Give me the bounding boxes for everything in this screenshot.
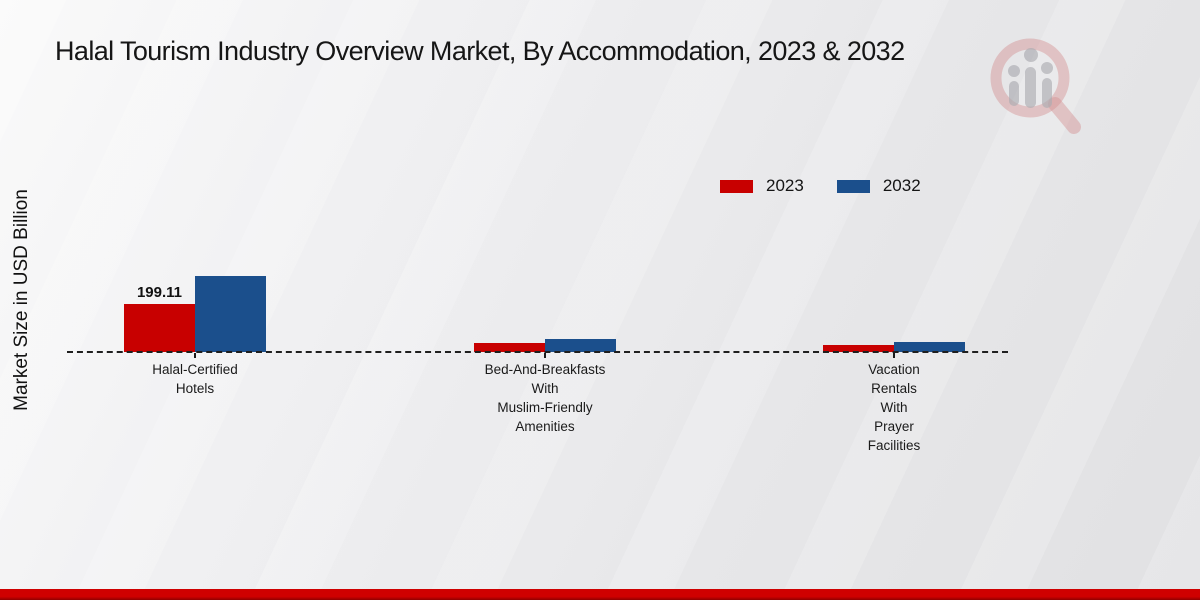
bar-2023-category-1 bbox=[474, 343, 545, 352]
legend: 2023 2032 bbox=[720, 176, 921, 196]
x-axis-tick-2 bbox=[893, 353, 895, 358]
bar-2032-category-1 bbox=[545, 339, 616, 352]
bottom-accent-bar bbox=[0, 589, 1200, 600]
bar-2023-category-0 bbox=[124, 304, 195, 352]
x-axis-category-label-2: Vacation Rentals With Prayer Facilities bbox=[867, 362, 921, 453]
x-axis-tick-0 bbox=[194, 353, 196, 358]
x-axis-category-label-0: Halal-Certified Hotels bbox=[152, 362, 238, 396]
bar-value-label: 199.11 bbox=[136, 284, 183, 301]
x-axis-baseline bbox=[67, 351, 1008, 353]
x-axis-category-label-1: Bed-And-Breakfasts With Muslim-Friendly … bbox=[484, 362, 606, 434]
legend-item-2032: 2032 bbox=[836, 176, 921, 196]
magnifier-bar-chart-logo-icon bbox=[990, 38, 1081, 134]
legend-label-2023: 2023 bbox=[766, 176, 804, 195]
legend-swatch-2032 bbox=[836, 179, 870, 193]
legend-swatch-2023 bbox=[720, 179, 753, 193]
x-axis-tick-1 bbox=[544, 353, 546, 358]
y-axis-label: Market Size in USD Billion bbox=[11, 189, 32, 411]
bar-2023-category-2 bbox=[823, 345, 894, 352]
legend-item-2023: 2023 bbox=[720, 176, 804, 196]
chart-title: Halal Tourism Industry Overview Market, … bbox=[55, 36, 905, 66]
bar-2032-category-0 bbox=[195, 276, 266, 352]
bar-2032-category-2 bbox=[894, 342, 965, 352]
legend-label-2032: 2032 bbox=[882, 176, 921, 195]
